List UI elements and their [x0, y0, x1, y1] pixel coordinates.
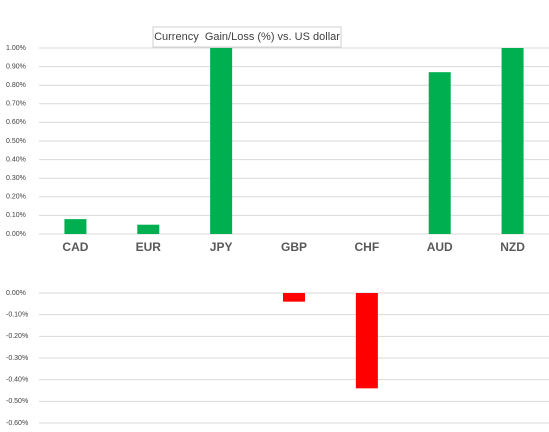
- x-tick-label: GBP: [281, 240, 307, 254]
- y-tick-label: -0.20%: [6, 333, 28, 340]
- bar: [501, 48, 524, 234]
- bar: [428, 72, 451, 235]
- x-tick-label: NZD: [500, 240, 525, 254]
- y-tick-label: 0.30%: [6, 175, 26, 182]
- y-tick-label: 0.00%: [6, 290, 26, 297]
- x-tick-label: CHF: [355, 240, 380, 254]
- y-tick-label: 0.90%: [6, 63, 26, 70]
- x-tick-label: JPY: [210, 240, 233, 254]
- y-tick-label: -0.40%: [6, 377, 28, 384]
- y-tick-label: 0.60%: [6, 119, 26, 126]
- bar: [64, 219, 87, 234]
- bar: [283, 293, 305, 302]
- x-tick-label: CAD: [62, 240, 88, 254]
- title-box: [152, 26, 342, 48]
- y-tick-label: 0.40%: [6, 156, 26, 163]
- bar: [137, 224, 160, 234]
- y-tick-label: -0.50%: [6, 398, 28, 405]
- x-tick-label: AUD: [427, 240, 453, 254]
- y-tick-label: 0.50%: [6, 138, 26, 145]
- y-tick-label: -0.60%: [6, 420, 28, 427]
- y-tick-label: 1.00%: [6, 45, 26, 52]
- y-tick-label: 0.20%: [6, 194, 26, 201]
- chart-title: Currency Gain/Loss (%) vs. US dollar: [154, 31, 340, 43]
- y-tick-label: 0.70%: [6, 101, 26, 108]
- y-tick-label: 0.80%: [6, 82, 26, 89]
- y-tick-label: -0.30%: [6, 355, 28, 362]
- bar: [355, 293, 378, 389]
- y-tick-label: -0.10%: [6, 312, 28, 319]
- y-tick-label: 0.00%: [6, 231, 26, 238]
- bar: [210, 48, 233, 234]
- x-tick-label: EUR: [136, 240, 162, 254]
- y-tick-label: 0.10%: [6, 212, 26, 219]
